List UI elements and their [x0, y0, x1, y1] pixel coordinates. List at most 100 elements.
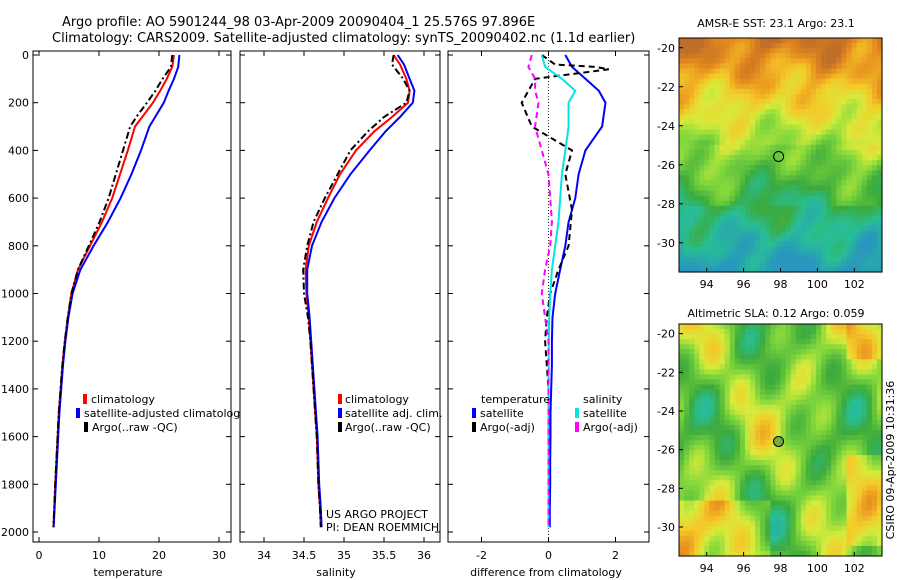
map-cell: [755, 440, 761, 446]
map-cell: [765, 440, 771, 446]
map-cell: [851, 53, 858, 59]
map-cell: [790, 354, 797, 360]
map-cell: [861, 429, 868, 436]
map-cell: [851, 409, 858, 416]
map-cell: [826, 535, 832, 542]
map-cell: [719, 129, 726, 136]
map-cell: [724, 445, 731, 451]
map-cell: [836, 134, 842, 141]
map-cell: [831, 43, 837, 49]
map-cell: [780, 99, 787, 105]
map-cell: [734, 364, 741, 370]
map-cell: [831, 485, 837, 492]
map-cell: [871, 221, 878, 227]
map-cell: [856, 231, 863, 237]
map-cell: [790, 324, 797, 330]
map-cell: [780, 389, 787, 396]
map-cell: [699, 344, 705, 350]
map-cell: [810, 256, 817, 263]
map-cell: [729, 424, 736, 431]
map-cell: [800, 399, 807, 406]
map-cell: [714, 384, 721, 391]
x-tick-label: 10: [92, 549, 106, 562]
map-cell: [790, 124, 797, 131]
map-cell: [744, 53, 751, 59]
map-cell: [734, 165, 741, 171]
map-cell: [851, 165, 858, 171]
map-cell: [841, 216, 848, 222]
map-cell: [750, 53, 756, 59]
map-cell: [861, 450, 868, 456]
map-cell: [871, 510, 878, 517]
map-cell: [780, 149, 787, 156]
map-cell: [719, 170, 726, 176]
map-cell: [805, 485, 812, 492]
map-cell: [821, 210, 827, 217]
map-cell: [805, 256, 812, 263]
map-cell: [816, 339, 822, 345]
map-cell: [704, 455, 711, 461]
map-cell: [694, 205, 700, 212]
map-cell: [861, 540, 868, 547]
map-cell: [826, 359, 832, 365]
map-cell: [871, 460, 878, 466]
map-cell: [694, 73, 700, 80]
map-cell: [826, 434, 832, 441]
map-cell: [704, 475, 711, 481]
map-cell: [739, 440, 746, 446]
map-cell: [831, 550, 837, 557]
map-cell: [866, 530, 873, 537]
map-cell: [795, 465, 802, 471]
map-cell: [785, 205, 792, 212]
map-cell: [841, 190, 848, 197]
map-cell: [861, 424, 868, 431]
map-cell: [760, 160, 766, 166]
map-cell: [719, 241, 726, 248]
map-cell: [724, 195, 731, 202]
map-cell: [866, 63, 873, 70]
map-cell: [729, 43, 736, 49]
map-cell: [800, 440, 807, 446]
map-cell: [866, 500, 873, 507]
map-cell: [694, 155, 700, 161]
map-cell: [765, 495, 771, 502]
map-cell: [765, 409, 771, 416]
map-cell: [780, 129, 787, 136]
map-cell: [831, 540, 837, 547]
map-cell: [760, 374, 766, 381]
map-cell: [760, 83, 766, 90]
map-cell: [810, 414, 817, 421]
map-cell: [841, 185, 848, 192]
map-cell: [704, 119, 711, 126]
map-cell: [841, 53, 848, 59]
map-cell: [800, 221, 807, 227]
map-cell: [795, 83, 802, 90]
map-cell: [821, 460, 827, 466]
map-cell: [800, 324, 807, 330]
map-cell: [866, 450, 873, 456]
map-cell: [755, 354, 761, 360]
map-cell: [866, 190, 873, 197]
map-cell: [679, 434, 685, 441]
map-cell: [770, 339, 777, 345]
map-cell: [851, 510, 858, 517]
map-cell: [810, 83, 817, 90]
map-cell: [679, 63, 685, 70]
map-cell: [739, 144, 746, 151]
map-cell: [876, 344, 883, 350]
map-cell: [760, 465, 766, 471]
map-cell: [719, 124, 726, 131]
map-cell: [760, 38, 766, 44]
map-cell: [821, 470, 827, 476]
map-cell: [770, 109, 777, 115]
map-cell: [765, 43, 771, 49]
map-cell: [755, 455, 761, 461]
map-cell: [790, 550, 797, 557]
map-cell: [851, 83, 858, 90]
map-cell: [861, 550, 868, 557]
map-cell: [729, 129, 736, 136]
map-cell: [826, 404, 832, 411]
map-cell: [795, 359, 802, 365]
map-cell: [729, 404, 736, 411]
map-cell: [679, 266, 685, 273]
